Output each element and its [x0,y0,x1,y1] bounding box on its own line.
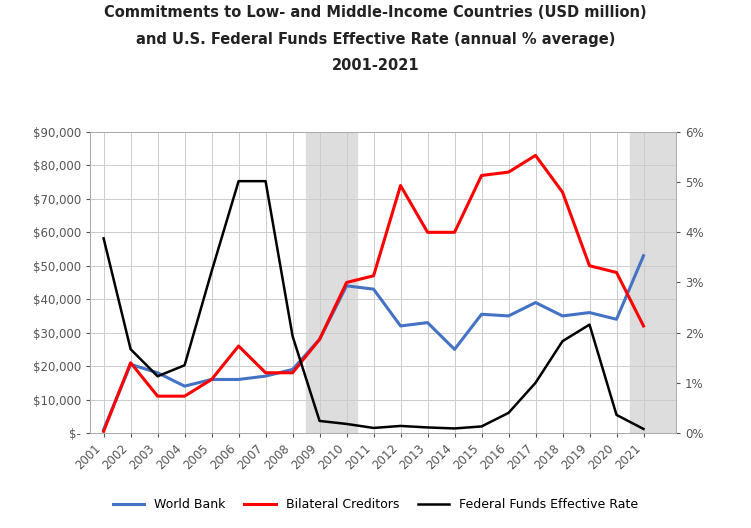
Legend: World Bank, Bilateral Creditors, Federal Funds Effective Rate: World Bank, Bilateral Creditors, Federal… [108,494,643,516]
Text: 2001-2021: 2001-2021 [332,58,419,73]
Bar [306,132,357,433]
Text: Commitments to Low- and Middle-Income Countries (USD million): Commitments to Low- and Middle-Income Co… [104,5,647,20]
Bar [630,132,676,433]
Text: and U.S. Federal Funds Effective Rate (annual % average): and U.S. Federal Funds Effective Rate (a… [136,32,615,46]
